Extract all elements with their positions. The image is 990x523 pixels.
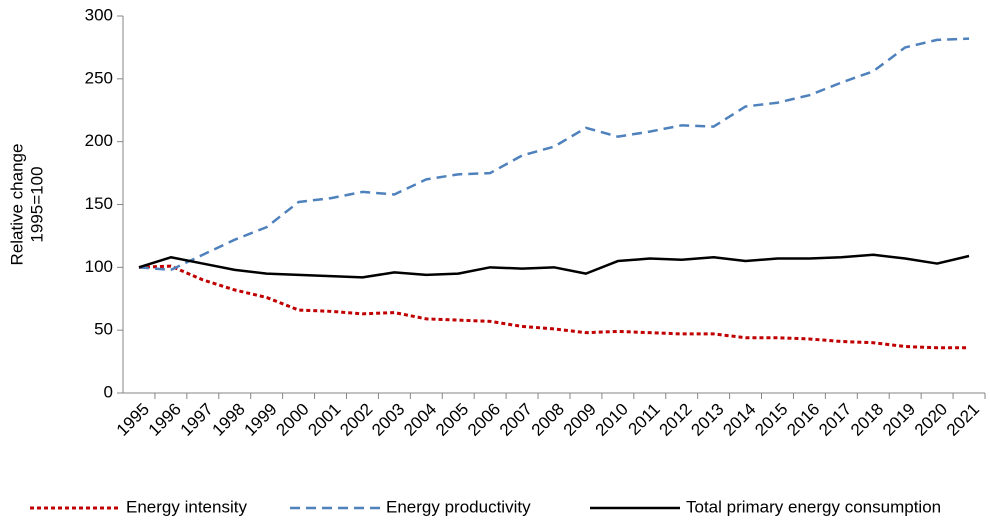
x-tick-label: 1999 [240, 400, 280, 440]
x-tick-label: 1996 [145, 400, 185, 440]
x-tick-label: 2020 [911, 400, 951, 440]
x-tick-label: 2019 [879, 400, 919, 440]
y-tick-label: 150 [85, 194, 113, 213]
x-tick-label: 1997 [177, 400, 217, 440]
x-tick-label: 2005 [432, 400, 472, 440]
x-tick-label: 1995 [113, 400, 153, 440]
legend-label: Energy productivity [386, 497, 531, 516]
x-tick-label: 2014 [719, 400, 759, 440]
x-tick-label: 2010 [592, 400, 632, 440]
x-tick-label: 2013 [687, 400, 727, 440]
y-axis-label: 1995=100 [27, 166, 46, 242]
y-tick-label: 250 [85, 68, 113, 87]
data-line [138, 253, 970, 279]
y-tick-label: 200 [85, 131, 113, 150]
x-tick-label: 2009 [560, 400, 600, 440]
x-tick-label: 2003 [368, 400, 408, 440]
legend-label: Energy intensity [126, 497, 247, 516]
y-tick-label: 300 [85, 5, 113, 24]
x-tick-label: 2008 [528, 400, 568, 440]
y-tick-label: 50 [94, 320, 113, 339]
y-axis-label: Relative change [7, 144, 26, 266]
data-line [138, 264, 970, 350]
x-tick-label: 1998 [209, 400, 249, 440]
x-tick-label: 2011 [624, 400, 663, 439]
x-tick-label: 2018 [847, 400, 887, 440]
data-line [138, 37, 970, 272]
x-tick-label: 2016 [783, 400, 823, 440]
legend-label: Total primary energy consumption [686, 497, 941, 516]
x-tick-label: 2021 [943, 400, 983, 440]
x-tick-label: 2012 [656, 400, 696, 440]
x-tick-label: 2001 [304, 400, 344, 440]
x-tick-label: 2006 [464, 400, 504, 440]
x-tick-label: 2004 [400, 400, 440, 440]
x-tick-label: 2007 [496, 400, 536, 440]
y-tick-label: 0 [104, 382, 113, 401]
x-tick-label: 2000 [272, 400, 312, 440]
x-tick-label: 2015 [751, 400, 791, 440]
x-tick-label: 2017 [815, 400, 855, 440]
y-tick-label: 100 [85, 257, 113, 276]
x-tick-label: 2002 [336, 400, 376, 440]
